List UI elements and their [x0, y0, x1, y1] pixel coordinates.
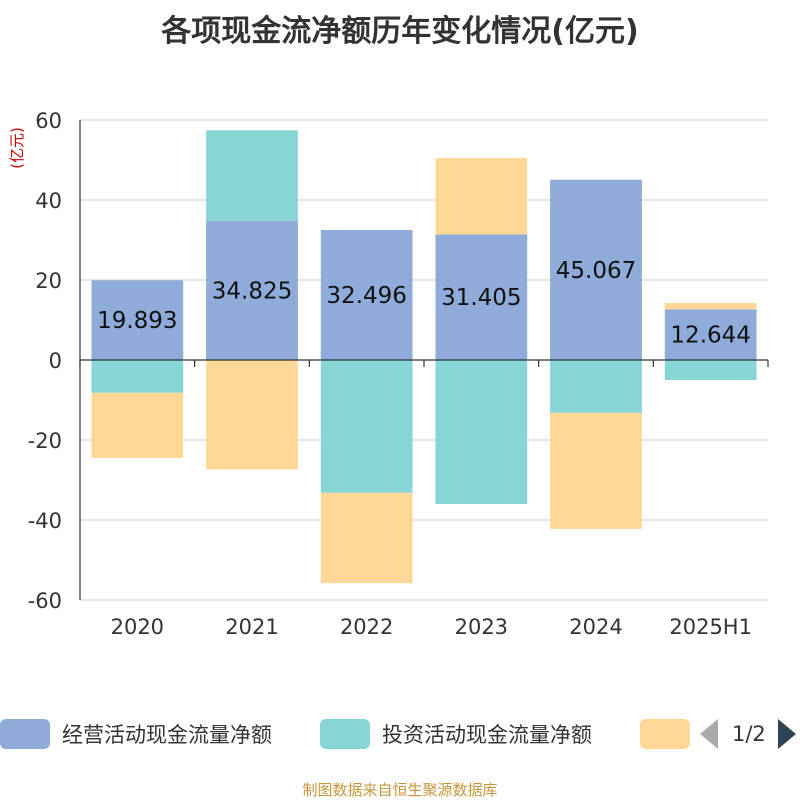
x-tick-label: 2023 — [455, 615, 508, 639]
legend-item-operating[interactable]: 经营活动现金流量净额 — [0, 716, 272, 752]
y-axis-title: (亿元) — [8, 127, 26, 169]
y-tick-label: 20 — [35, 269, 62, 293]
x-tick-label: 2020 — [111, 615, 164, 639]
x-tick-label: 2025H1 — [669, 615, 752, 639]
bars — [91, 130, 757, 584]
legend: 经营活动现金流量净额 投资活动现金流量净额 — [0, 716, 800, 752]
y-tick-label: 40 — [35, 189, 62, 213]
bar-segment-series-2[interactable] — [206, 360, 298, 470]
legend-label-investing: 投资活动现金流量净额 — [382, 723, 592, 747]
bar-segment-series-2[interactable] — [664, 303, 757, 310]
bar-segment-series-0[interactable] — [206, 220, 298, 360]
bar-segment-series-0[interactable] — [320, 230, 413, 360]
bar-segment-series-1[interactable] — [320, 360, 413, 493]
y-tick-label: -20 — [28, 429, 62, 453]
x-tick-label: 2021 — [225, 615, 278, 639]
bar-segment-series-0[interactable] — [91, 280, 184, 360]
legend-item-investing[interactable]: 投资活动现金流量净额 — [320, 716, 592, 752]
legend-prev-page-icon[interactable] — [700, 719, 718, 749]
bar-segment-series-1[interactable] — [664, 360, 757, 380]
legend-pager: 1/2 — [700, 718, 796, 750]
y-tick-label: 0 — [49, 349, 62, 373]
data-label: 34.825 — [212, 278, 292, 304]
legend-next-page-icon[interactable] — [777, 719, 796, 749]
bar-segment-series-1[interactable] — [435, 360, 528, 504]
data-label: 12.644 — [670, 323, 750, 349]
axes: 60 40 20 0 -20 -40 -60 (亿元) 2020 2021 2022 2023 2024… — [8, 109, 769, 639]
bar-segment-series-1[interactable] — [91, 360, 184, 393]
bar-segment-series-0[interactable] — [435, 234, 528, 360]
data-label: 31.405 — [441, 285, 521, 311]
legend-swatch-operating — [0, 719, 50, 749]
data-labels: 19.893 34.825 32.496 31.405 45.067 12.644 — [97, 258, 751, 349]
source-note: 制图数据来自恒生聚源数据库 — [302, 781, 498, 799]
y-tick-label: -40 — [28, 509, 62, 533]
bar-segment-series-0[interactable] — [664, 309, 757, 360]
chart-plot: 60 40 20 0 -20 -40 -60 (亿元) 2020 2021 2022 2023 2024… — [8, 109, 769, 639]
legend-swatch-investing — [320, 719, 370, 749]
y-tick-label: 60 — [35, 109, 62, 133]
bar-segment-series-2[interactable] — [320, 492, 413, 584]
x-tick-label: 2024 — [569, 615, 622, 639]
y-tick-label: -60 — [28, 589, 62, 613]
bar-segment-series-2[interactable] — [550, 412, 642, 529]
x-tick-label: 2022 — [340, 615, 393, 639]
legend-page-indicator: 1/2 — [732, 722, 766, 746]
legend-item-third[interactable] — [640, 716, 690, 752]
legend-label-operating: 经营活动现金流量净额 — [62, 723, 272, 747]
bar-segment-series-1[interactable] — [550, 360, 642, 413]
bar-segment-series-2[interactable] — [91, 392, 184, 458]
bar-segment-series-2[interactable] — [435, 157, 528, 235]
data-label: 45.067 — [556, 258, 636, 284]
chart-title: 各项现金流净额历年变化情况(亿元) — [161, 14, 639, 49]
bar-segment-series-1[interactable] — [206, 130, 298, 221]
data-label: 32.496 — [326, 283, 406, 309]
data-label: 19.893 — [97, 308, 177, 334]
bar-segment-series-0[interactable] — [550, 179, 642, 360]
legend-swatch-third — [640, 719, 690, 749]
